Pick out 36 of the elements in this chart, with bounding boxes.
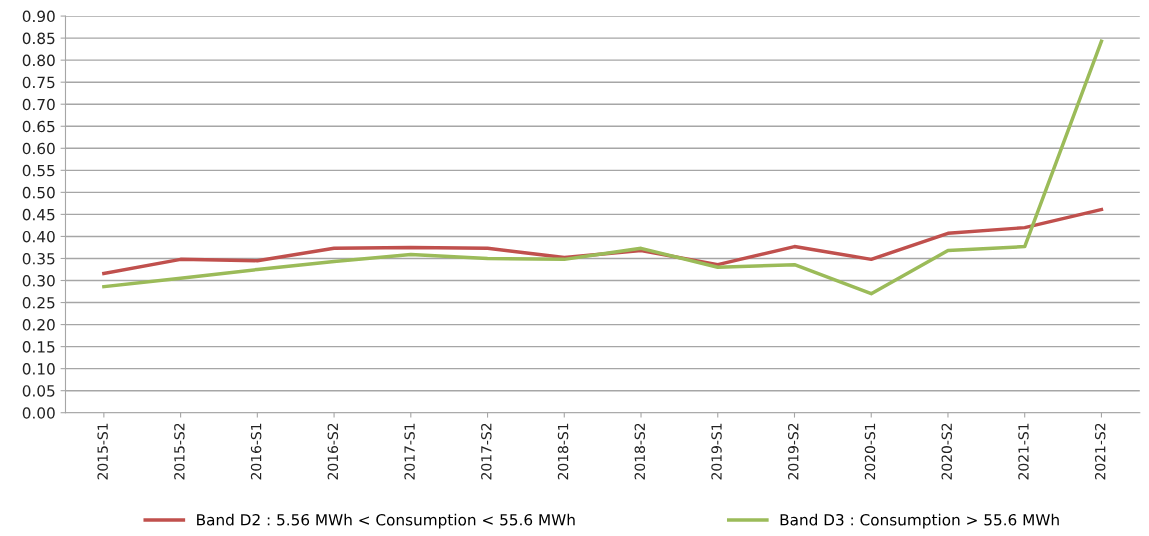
- x-tick-label: 2019-S1: [711, 423, 722, 480]
- y-tick-label: 0.80: [22, 54, 55, 67]
- y-tick-label: 0.35: [22, 252, 55, 265]
- y-tick-label: 0.45: [22, 208, 55, 221]
- y-tick-label: 0.25: [22, 297, 55, 309]
- legend-label: Band D3 : Consumption > 55.6 MWh: [780, 513, 1059, 529]
- x-tick-label: 2016-S1: [250, 423, 262, 480]
- y-tick-label: 0.05: [22, 385, 55, 397]
- y-tick-label: 0.55: [22, 164, 55, 177]
- y-tick-label: 0.50: [22, 186, 55, 199]
- x-tick-label: 2018-S1: [557, 423, 569, 480]
- y-tick-label: 0.60: [22, 142, 55, 155]
- y-tick-label: 0.00: [22, 407, 55, 419]
- y-tick-label: 0.75: [22, 76, 55, 89]
- y-tick-label: 0.90: [22, 10, 55, 23]
- y-tick-label: 0.85: [22, 32, 55, 45]
- x-tick-label: 2018-S2: [634, 423, 646, 480]
- y-tick-label: 0.40: [22, 230, 55, 243]
- y-tick-label: 0.65: [22, 120, 55, 133]
- legend-label: Band D2 : 5.56 MWh < Consumption < 55.6 MWh: [197, 513, 575, 529]
- y-tick-label: 0.70: [22, 98, 55, 111]
- x-tick-label: 2015-S1: [97, 423, 108, 480]
- line-series: [102, 39, 1104, 296]
- x-tick-label: 2016-S2: [327, 423, 339, 480]
- y-tick-label: 0.15: [22, 341, 55, 353]
- y-tick-label: 0.30: [22, 274, 55, 287]
- x-tick-label: 2020-S1: [864, 423, 876, 480]
- y-tick-label: 0.20: [22, 319, 55, 331]
- x-tick-label: 2015-S2: [174, 423, 185, 480]
- x-tick-label: 2017-S1: [404, 423, 415, 480]
- x-tick-label: 2020-S2: [941, 423, 952, 480]
- x-tick-label: 2017-S2: [481, 423, 492, 480]
- x-tick-label: 2021-S2: [1094, 423, 1106, 480]
- y-tick-label: 0.10: [22, 363, 55, 375]
- x-tick-label: 2019-S2: [788, 423, 799, 480]
- x-tick-label: 2021-S1: [1018, 423, 1029, 480]
